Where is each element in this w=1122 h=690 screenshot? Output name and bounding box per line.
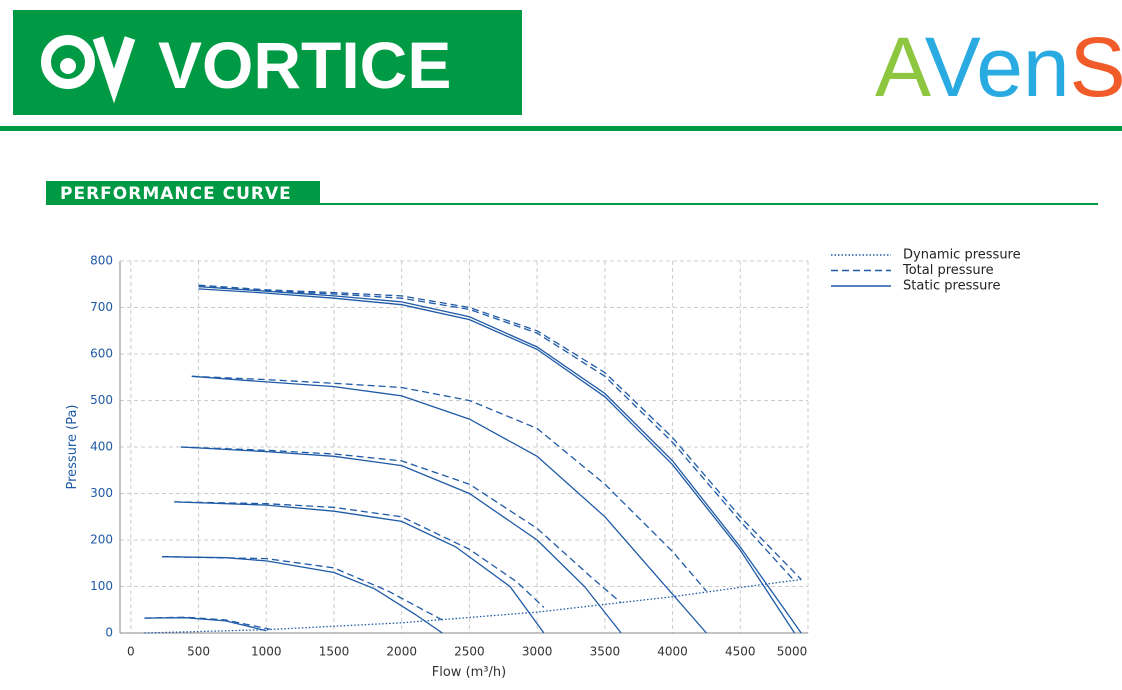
x-tick-label: 2500 bbox=[454, 645, 485, 659]
x-tick-label: 4500 bbox=[725, 645, 756, 659]
section-rule bbox=[320, 203, 1098, 205]
x-tick-label: 500 bbox=[187, 645, 210, 659]
section-title: PERFORMANCE CURVE bbox=[60, 184, 292, 204]
y-tick-label: 800 bbox=[90, 254, 113, 268]
y-tick-label: 500 bbox=[90, 393, 113, 407]
swirl-icon bbox=[60, 58, 76, 74]
avens-ven: Ven bbox=[925, 20, 1070, 114]
avens-a: A bbox=[875, 20, 931, 114]
swirl-icon bbox=[41, 35, 95, 89]
avens-logo: AVenS bbox=[875, 20, 1122, 114]
pressure-curve bbox=[161, 556, 443, 621]
legend-label: Static pressure bbox=[903, 279, 1000, 294]
avens-s: S bbox=[1070, 20, 1122, 114]
x-tick-label: 1500 bbox=[319, 645, 350, 659]
v-icon bbox=[92, 36, 136, 104]
pressure-curve bbox=[161, 556, 443, 634]
y-tick-label: 400 bbox=[90, 440, 113, 454]
x-tick-label: 4000 bbox=[657, 645, 688, 659]
pressure-curve bbox=[144, 578, 802, 634]
pressure-curve bbox=[180, 446, 622, 634]
pressure-curve bbox=[180, 446, 622, 604]
y-tick-label: 0 bbox=[105, 626, 113, 640]
vortice-logo: VORTICE bbox=[158, 28, 451, 102]
pressure-curve bbox=[198, 285, 802, 634]
pressure-curve bbox=[198, 285, 795, 582]
pressure-curve bbox=[174, 501, 545, 634]
x-tick-label: 0 bbox=[127, 645, 135, 659]
pressure-curve bbox=[144, 616, 271, 630]
pressure-curve bbox=[191, 375, 707, 634]
x-tick-label: 3000 bbox=[522, 645, 553, 659]
legend-label: Total pressure bbox=[902, 263, 994, 278]
y-tick-label: 200 bbox=[90, 533, 113, 547]
section-box bbox=[46, 181, 320, 205]
y-axis-title: Pressure (Pa) bbox=[65, 404, 80, 489]
x-tick-label: 1000 bbox=[251, 645, 282, 659]
legend-label: Dynamic pressure bbox=[903, 248, 1021, 263]
vortice-logo-box bbox=[13, 10, 522, 115]
x-tick-label: 3500 bbox=[590, 645, 621, 659]
y-tick-label: 100 bbox=[90, 579, 113, 593]
y-tick-label: 700 bbox=[90, 300, 113, 314]
pressure-curve bbox=[174, 501, 545, 608]
pressure-curve bbox=[198, 288, 796, 634]
y-tick-label: 300 bbox=[90, 486, 113, 500]
pressure-curve bbox=[144, 617, 267, 632]
pressure-curve bbox=[198, 284, 802, 580]
x-tick-label: 5000 bbox=[777, 645, 808, 659]
x-tick-label: 2000 bbox=[386, 645, 417, 659]
y-tick-label: 600 bbox=[90, 347, 113, 361]
pressure-curve bbox=[191, 375, 707, 592]
header-rule bbox=[0, 126, 1122, 131]
x-axis-title: Flow (m³/h) bbox=[432, 665, 506, 680]
